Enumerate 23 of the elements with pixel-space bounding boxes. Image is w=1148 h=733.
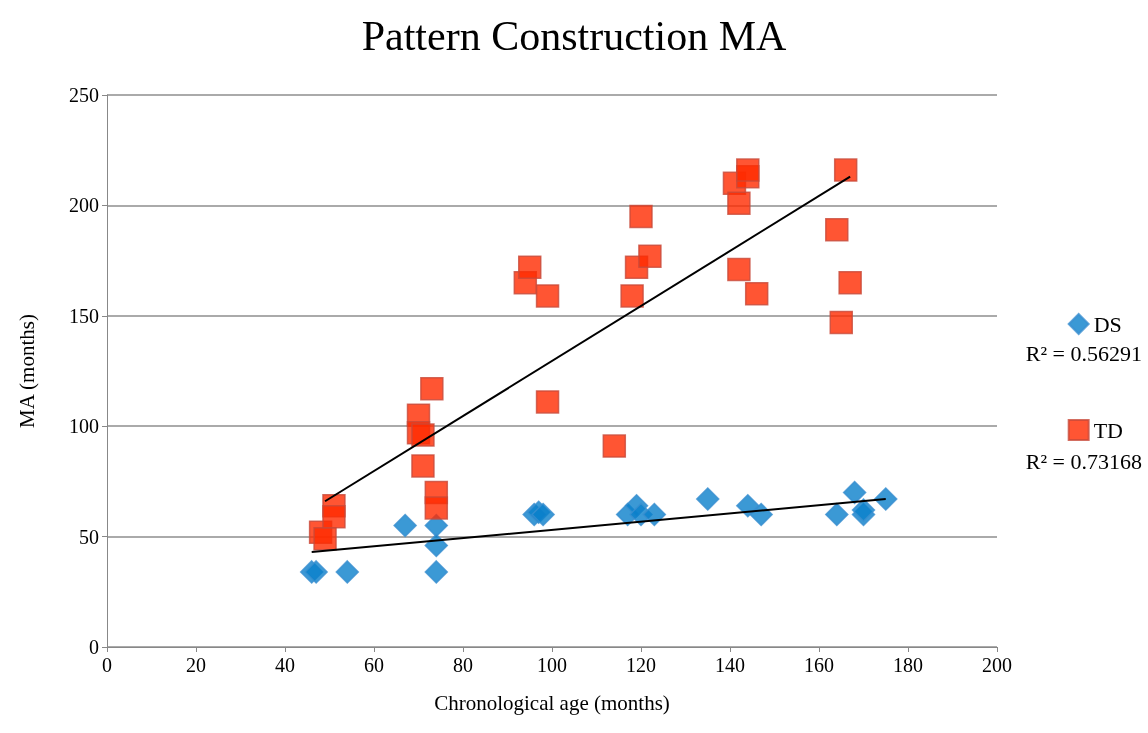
x-tick-label: 80 bbox=[453, 654, 473, 676]
x-tick-label: 160 bbox=[804, 654, 834, 676]
text: R² = 0.73168 bbox=[1025, 448, 1143, 474]
legend-label: DS bbox=[1093, 311, 1122, 337]
x-tick-label: 120 bbox=[626, 654, 656, 676]
y-tick-label: 200 bbox=[69, 194, 99, 217]
y-tick-label: 150 bbox=[69, 304, 99, 327]
x-tick-label: 60 bbox=[364, 654, 384, 676]
legend-label: TD bbox=[1093, 417, 1123, 443]
x-tick-label: 20 bbox=[186, 654, 206, 676]
x-tick-label: 40 bbox=[275, 654, 295, 676]
y-axis-title: MA (months) bbox=[14, 314, 39, 428]
y-tick-label: 250 bbox=[69, 84, 99, 106]
y-tick-label: 0 bbox=[89, 636, 99, 658]
chart-title: Pattern Construction MA bbox=[361, 13, 787, 59]
x-tick-label: 100 bbox=[537, 654, 567, 676]
text: R² = 0.56291 bbox=[1025, 340, 1143, 366]
y-tick-label: 50 bbox=[79, 525, 99, 548]
x-axis-title: Chronological age (months) bbox=[434, 690, 670, 715]
x-tick-label: 180 bbox=[893, 654, 923, 676]
y-tick-label: 100 bbox=[69, 415, 99, 438]
x-tick-label: 200 bbox=[982, 654, 1012, 676]
x-tick-label: 140 bbox=[715, 654, 745, 676]
